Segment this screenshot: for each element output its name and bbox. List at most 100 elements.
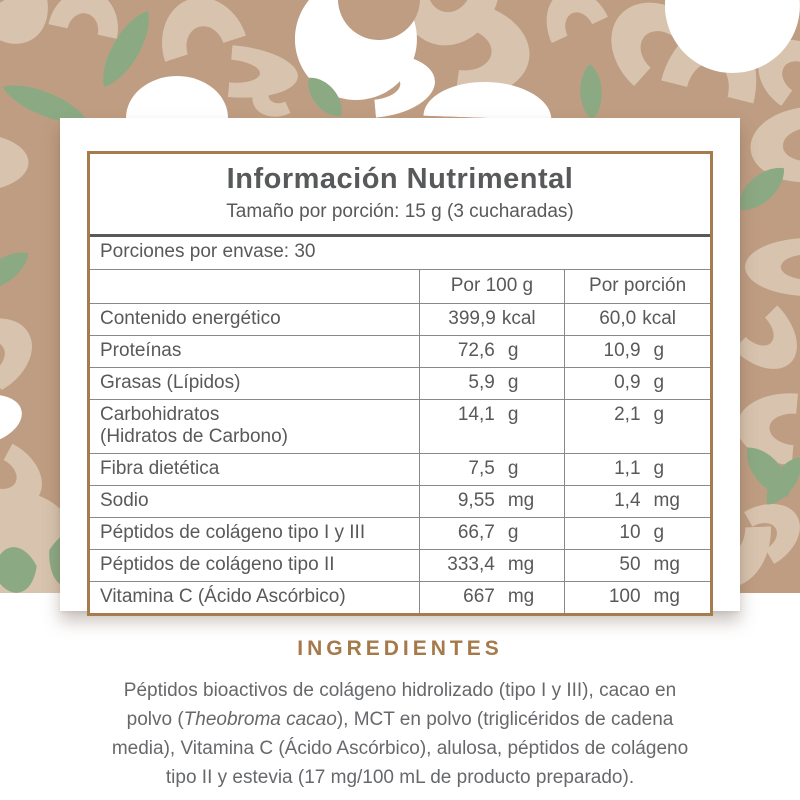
leaf-icon [308, 77, 342, 117]
nutrient-label-line1: Vitamina C (Ácido Ascórbico) [100, 586, 346, 607]
per-portion-cell-unit: g [653, 522, 665, 543]
per-portion-cell-value: 100 [608, 586, 641, 607]
coconut-half-icon [0, 394, 22, 444]
per-100g-cell-unit: mg [507, 586, 535, 607]
nutrient-label: Sodio [90, 486, 419, 517]
coconut-half-icon [0, 0, 48, 44]
leaf-icon [2, 85, 88, 123]
per-100g-cell-value: 9,55 [457, 490, 495, 511]
nutrient-row: Vitamina C (Ácido Ascórbico) 667 mg 100 mg [90, 582, 710, 613]
per-portion-cell-value: 50 [619, 554, 641, 575]
per-portion-cell: 10,9 g [564, 336, 710, 367]
per-100g-cell-unit: kcal [501, 308, 536, 329]
per-portion-cell-unit: mg [653, 586, 680, 607]
leaf-icon [766, 457, 800, 505]
per-portion-cell: 1,1 g [564, 454, 710, 485]
per-100g-cell: 667 mg [418, 582, 565, 613]
coconut-slice-icon [745, 238, 800, 296]
coconut-slice-icon [737, 393, 799, 466]
per-100g-cell: 9,55 mg [418, 486, 565, 517]
nutrient-label-line2: (Hidratos de Carbono) [100, 426, 288, 447]
column-header-per-100g: Por 100 g [418, 270, 565, 303]
ingredients-latin-name: Theobroma cacao [183, 709, 337, 730]
leaf-icon [580, 64, 602, 120]
per-100g-cell-value: 333,4 [447, 554, 495, 575]
nutrient-label-line1: Contenido energético [100, 308, 281, 329]
leaf-icon [103, 10, 149, 88]
per-portion-cell-unit: g [653, 340, 665, 361]
serving-size-text: Tamaño por porción: 15 g (3 cucharadas) [226, 201, 574, 222]
nutrient-label-line1: Sodio [100, 490, 149, 511]
per-100g-cell-unit: mg [507, 490, 535, 511]
column-header-per-portion: Por porción [564, 270, 710, 303]
per-100g-cell-value: 72,6 [457, 340, 495, 361]
per-portion-cell: 50 mg [564, 550, 710, 581]
nutrient-label: Péptidos de colágeno tipo I y III [90, 518, 419, 549]
coconut-slice-icon [546, 0, 608, 44]
nutrient-label: Fibra dietética [90, 454, 419, 485]
per-100g-cell-value: 399,9 [448, 308, 496, 329]
leaf-icon [737, 168, 785, 210]
nutrient-row: Carbohidratos (Hidratos de Carbono) 14,1 g 2… [90, 400, 710, 454]
per-100g-cell: 399,9 kcal [418, 304, 565, 335]
coconut-slice-icon [733, 305, 797, 369]
nutrient-label-line1: Péptidos de colágeno tipo I y III [100, 522, 366, 543]
per-portion-cell-value: 10 [619, 522, 641, 543]
leaf-icon [0, 252, 29, 290]
per-portion-cell-unit: g [653, 404, 665, 425]
per-portion-cell: 1,4 mg [564, 486, 710, 517]
per-portion-cell-value: 1,4 [614, 490, 641, 511]
coconut-half-icon [126, 76, 228, 118]
nutrient-label-line1: Péptidos de colágeno tipo II [100, 554, 335, 575]
ingredients-text-part2: ), MCT en polvo (triglicéridos de cadena… [111, 709, 689, 788]
coconut-circle-icon [665, 0, 800, 73]
ingredients-section: INGREDIENTES Péptidos bioactivos de colá… [0, 637, 800, 792]
nutrient-row: Proteínas 72,6 g 10,9 g [90, 336, 710, 368]
per-portion-cell: 2,1 g [564, 400, 710, 453]
coconut-slice-icon [370, 53, 435, 118]
nutrient-rows: Contenido energético 399,9 kcal 60,0 kcal Pro… [90, 304, 710, 613]
table-header: Información Nutrimental Tamaño por porci… [90, 154, 710, 237]
per-100g-cell: 14,1 g [418, 400, 565, 453]
nutrient-row: Péptidos de colágeno tipo I y III 66,7 g 10… [90, 518, 710, 550]
nutrient-label: Péptidos de colágeno tipo II [90, 550, 419, 581]
per-100g-cell-unit: mg [507, 554, 535, 575]
nutrient-label: Vitamina C (Ácido Ascórbico) [90, 582, 419, 613]
per-portion-cell-unit: mg [653, 490, 680, 511]
leaf-icon [0, 547, 37, 593]
nutrition-card: Información Nutrimental Tamaño por porci… [60, 118, 740, 616]
nutrient-label-line1: Fibra dietética [100, 458, 220, 479]
per-portion-cell-value: 2,1 [614, 404, 641, 425]
per-portion-cell: 60,0 kcal [564, 304, 710, 335]
per-portion-cell-value: 0,9 [614, 372, 641, 393]
per-100g-cell-unit: g [507, 404, 519, 425]
ingredients-heading: INGREDIENTES [297, 637, 503, 660]
coconut-slice-icon [227, 45, 298, 98]
per-portion-cell: 0,9 g [564, 368, 710, 399]
per-100g-cell: 333,4 mg [418, 550, 565, 581]
coconut-circle-icon [338, 0, 420, 40]
per-portion-cell-value: 1,1 [614, 458, 641, 479]
per-portion-cell-unit: g [653, 372, 665, 393]
nutrient-label: Carbohidratos (Hidratos de Carbono) [90, 400, 419, 453]
per-portion-cell: 10 g [564, 518, 710, 549]
nutrition-facts-table: Información Nutrimental Tamaño por porci… [87, 151, 713, 616]
nutrient-row: Péptidos de colágeno tipo II 333,4 mg 50 mg [90, 550, 710, 582]
column-header-row: Por 100 g Por porción [90, 270, 710, 304]
per-portion-cell-unit: kcal [642, 308, 677, 329]
coconut-slice-icon [455, 2, 530, 98]
per-100g-cell-value: 66,7 [457, 522, 495, 543]
servings-per-container-text: Porciones por envase: 30 [90, 237, 710, 270]
coconut-slice-icon [743, 503, 800, 564]
per-100g-cell-value: 5,9 [468, 372, 495, 393]
nutrient-label-line1: Proteínas [100, 340, 182, 361]
ingredients-text: Péptidos bioactivos de colágeno hidroliz… [80, 676, 720, 792]
nutrient-label: Grasas (Lípidos) [90, 368, 419, 399]
nutrient-label-line1: Grasas (Lípidos) [100, 372, 241, 393]
per-portion-cell-value: 10,9 [603, 340, 641, 361]
nutrient-row: Grasas (Lípidos) 5,9 g 0,9 g [90, 368, 710, 400]
nutrient-label-line1: Carbohidratos [100, 404, 220, 425]
coconut-slice-icon [48, 0, 118, 39]
coconut-slice-icon [0, 133, 29, 192]
nutrient-row: Fibra dietética 7,5 g 1,1 g [90, 454, 710, 486]
